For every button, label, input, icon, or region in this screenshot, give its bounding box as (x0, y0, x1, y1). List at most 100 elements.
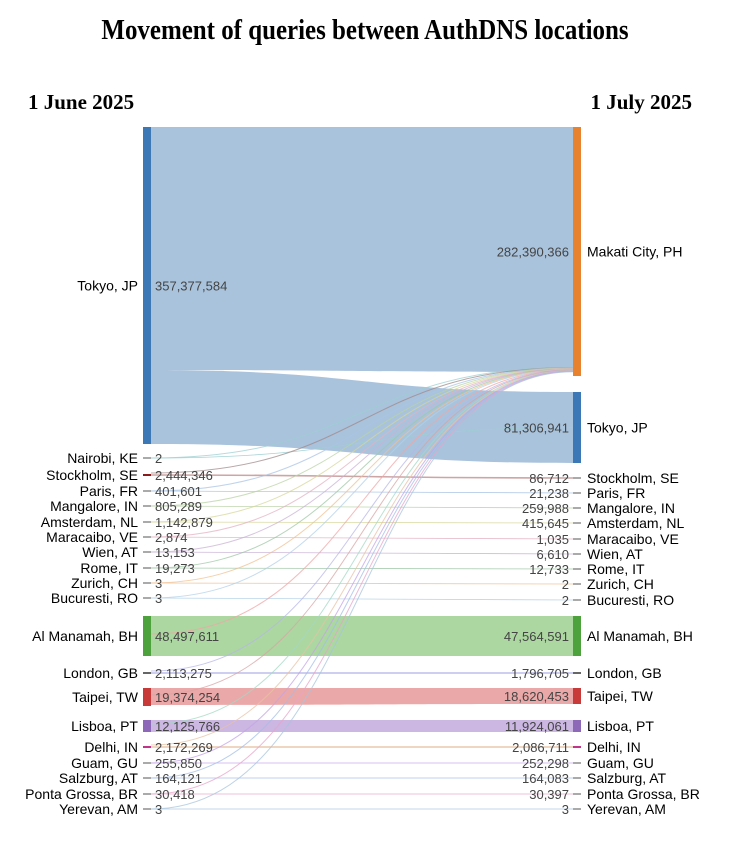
right-node-label-wien-at: Wien, AT (587, 546, 643, 562)
left-node-label-ponta-grossa-br: Ponta Grossa, BR (25, 786, 138, 802)
right-node-label-london-gb: London, GB (587, 665, 662, 681)
right-node-label-yerevan-am: Yerevan, AM (587, 801, 666, 817)
left-node-bar-guam-gu (143, 762, 151, 764)
sankey-links (150, 127, 574, 810)
left-node-value-guam-gu: 255,850 (155, 756, 202, 771)
left-node-value-yerevan-am: 3 (155, 802, 162, 817)
left-node-label-al-manamah-bh: Al Manamah, BH (32, 628, 138, 644)
left-node-label-zurich-ch: Zurich, CH (71, 575, 138, 591)
left-node-value-lisboa-pt: 12,125,766 (155, 719, 220, 734)
left-node-bar-al-manamah-bh (143, 616, 151, 656)
right-node-bar-tokyo-jp (573, 392, 581, 463)
link-taipei-tw-makati (150, 369, 574, 696)
link-yerevan-am-makati (150, 371, 574, 810)
right-node-label-makati-city-ph: Makati City, PH (587, 244, 682, 260)
right-node-bar-makati-city-ph (573, 127, 581, 376)
link-manama-manama (151, 616, 573, 656)
link-rome-it-makati (150, 368, 574, 569)
left-node-bar-amsterdam-nl (143, 521, 151, 523)
right-node-label-ponta-grossa-br: Ponta Grossa, BR (587, 786, 700, 802)
right-node-bar-paris-fr (573, 492, 581, 494)
left-node-label-mangalore-in: Mangalore, IN (50, 498, 138, 514)
link-maracaibo-ve-makati (150, 368, 574, 538)
left-node-label-rome-it: Rome, IT (80, 560, 138, 576)
right-node-bar-mangalore-in (573, 507, 581, 509)
link-amsterdam-nl-self (150, 521, 574, 524)
right-date-label: 1 July 2025 (590, 90, 692, 114)
link-salzburg-at-makati (150, 370, 574, 779)
right-node-label-mangalore-in: Mangalore, IN (587, 500, 675, 516)
right-node-value-lisboa-pt: 11,924,061 (505, 719, 569, 734)
left-node-label-wien-at: Wien, AT (82, 544, 138, 560)
left-node-value-tokyo-jp: 357,377,584 (155, 279, 227, 294)
link-paris-fr-self (150, 490, 574, 494)
left-node-value-maracaibo-ve: 2,874 (155, 530, 188, 545)
right-node-label-delhi-in: Delhi, IN (587, 739, 641, 755)
left-node-bar-ponta-grossa-br (143, 793, 151, 795)
right-node-bar-salzburg-at (573, 777, 581, 779)
left-node-label-yerevan-am: Yerevan, AM (59, 801, 138, 817)
right-node-bar-lisboa-pt (573, 720, 581, 732)
right-node-label-stockholm-se: Stockholm, SE (587, 470, 679, 486)
right-node-value-taipei-tw: 18,620,453 (504, 689, 569, 704)
left-node-label-lisboa-pt: Lisboa, PT (71, 718, 138, 734)
link-london-gb-makati (150, 369, 574, 672)
link-bucuresti-ro-self (150, 597, 574, 601)
left-node-label-stockholm-se: Stockholm, SE (46, 467, 138, 483)
left-node-bar-taipei-tw (143, 688, 151, 706)
left-node-label-maracaibo-ve: Maracaibo, VE (46, 529, 138, 545)
right-node-value-yerevan-am: 3 (562, 802, 569, 817)
link-wien-at-self (150, 551, 574, 555)
left-node-label-taipei-tw: Taipei, TW (72, 689, 139, 705)
link-rome-it-self (150, 567, 574, 570)
right-node-bar-yerevan-am (573, 808, 581, 810)
right-node-label-zurich-ch: Zurich, CH (587, 576, 654, 592)
left-node-label-bucuresti-ro: Bucuresti, RO (51, 590, 138, 606)
left-node-value-paris-fr: 401,601 (155, 484, 202, 499)
left-node-value-mangalore-in: 805,289 (155, 499, 202, 514)
left-node-label-guam-gu: Guam, GU (71, 755, 138, 771)
left-node-value-stockholm-se: 2,444,346 (155, 468, 213, 483)
right-node-label-taipei-tw: Taipei, TW (587, 688, 654, 704)
right-node-value-salzburg-at: 164,083 (522, 771, 569, 786)
left-node-value-ponta-grossa-br: 30,418 (155, 787, 195, 802)
right-node-bar-bucuresti-ro (573, 599, 581, 601)
right-node-bar-guam-gu (573, 762, 581, 764)
left-node-value-london-gb: 2,113,275 (155, 666, 212, 681)
right-node-label-paris-fr: Paris, FR (587, 485, 645, 501)
left-node-bar-paris-fr (143, 490, 151, 492)
right-node-value-rome-it: 12,733 (529, 562, 569, 577)
left-node-bar-salzburg-at (143, 777, 151, 779)
right-node-value-amsterdam-nl: 415,645 (522, 516, 569, 531)
right-node-label-salzburg-at: Salzburg, AT (587, 770, 667, 786)
left-node-value-taipei-tw: 19,374,254 (155, 690, 220, 705)
right-node-bar-zurich-ch (573, 583, 581, 585)
right-node-label-tokyo-jp: Tokyo, JP (587, 420, 648, 436)
left-node-bar-mangalore-in (143, 505, 151, 507)
right-node-label-rome-it: Rome, IT (587, 561, 645, 577)
right-node-value-mangalore-in: 259,988 (522, 501, 569, 516)
left-node-label-paris-fr: Paris, FR (80, 483, 138, 499)
left-node-bar-stockholm-se (143, 474, 151, 476)
right-node-value-stockholm-se: 86,712 (529, 471, 569, 486)
link-zurich-ch-makati (150, 368, 574, 584)
right-node-bar-wien-at (573, 553, 581, 555)
right-node-label-maracaibo-ve: Maracaibo, VE (587, 531, 679, 547)
link-amsterdam-nl-makati (150, 367, 574, 523)
left-node-bar-rome-it (143, 567, 151, 569)
right-node-value-wien-at: 6,610 (536, 547, 569, 562)
left-node-label-london-gb: London, GB (63, 665, 138, 681)
right-node-value-makati-city-ph: 282,390,366 (497, 245, 569, 260)
left-node-value-nairobi-ke: 2 (155, 451, 162, 466)
right-node-bar-delhi-in (573, 746, 581, 748)
left-date-label: 1 June 2025 (28, 90, 135, 114)
right-node-value-delhi-in: 2,086,711 (512, 740, 569, 755)
left-node-bar-maracaibo-ve (143, 536, 151, 538)
left-node-value-rome-it: 19,273 (155, 561, 195, 576)
left-node-value-salzburg-at: 164,121 (155, 771, 202, 786)
right-node-value-zurich-ch: 2 (562, 577, 569, 592)
sankey-nodes: Tokyo, JP 357,377,584 Nairobi, KE 2 Stockhol… (25, 127, 700, 817)
right-node-value-ponta-grossa-br: 30,397 (529, 787, 569, 802)
right-node-value-guam-gu: 252,298 (522, 756, 569, 771)
